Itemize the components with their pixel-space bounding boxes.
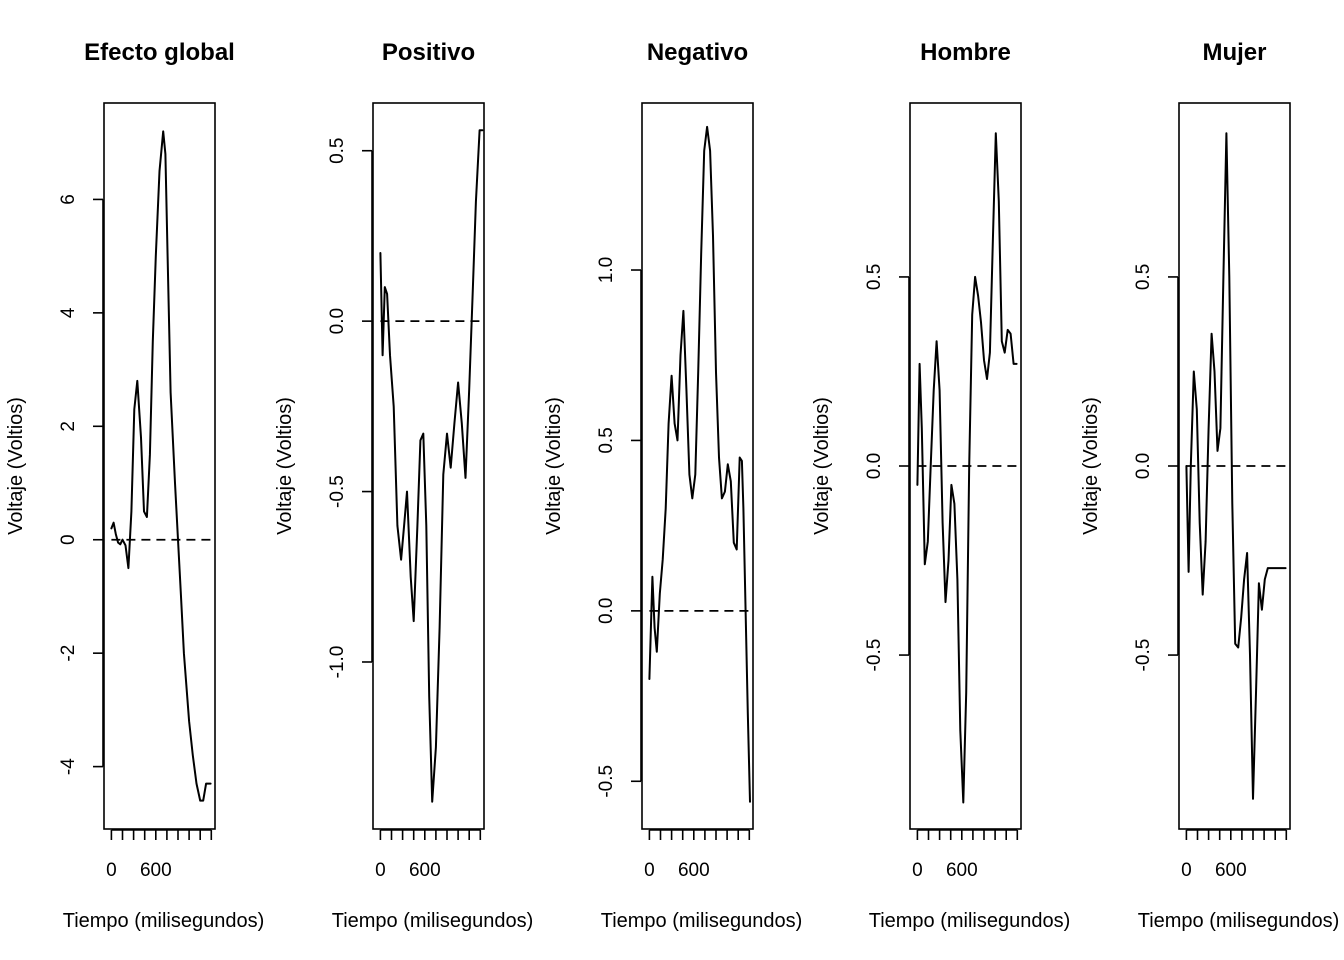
series-line — [648, 125, 751, 803]
panel-4: Mujer 0 600 Tiempo (milisegundos) -0.5 0.0 0.5… — [1080, 39, 1339, 932]
y-axis-label: Voltaje (Voltios) — [5, 397, 27, 535]
x-tick-label: 0 — [912, 860, 923, 881]
x-tick-label: 600 — [1215, 860, 1247, 881]
y-tick-label: 0.0 — [864, 453, 885, 479]
x-tick-label: 600 — [409, 860, 441, 881]
plot-frame — [103, 102, 216, 830]
series-line — [110, 130, 212, 802]
y-tick-label: 0.5 — [1133, 264, 1154, 290]
y-tick-label: -2 — [58, 645, 79, 662]
x-tick-label: 0 — [106, 860, 117, 881]
y-tick-label: 6 — [58, 194, 79, 205]
y-tick-label: -0.5 — [327, 475, 348, 508]
x-tick-label: 0 — [375, 860, 386, 881]
plot-frame — [909, 102, 1022, 830]
panel-1: Positivo 0 600 Tiempo (milisegundos) -1.0 -0.… — [274, 39, 533, 932]
y-tick-label: 0 — [58, 534, 79, 545]
y-tick-label: 0.0 — [1133, 453, 1154, 479]
series-line — [916, 132, 1018, 804]
plot-frame — [372, 102, 485, 830]
y-tick-label: -0.5 — [596, 765, 617, 798]
y-axis-label: Voltaje (Voltios) — [1080, 397, 1102, 535]
y-tick-label: 4 — [58, 307, 79, 318]
y-tick-label: 1.0 — [596, 257, 617, 283]
y-axis-label: Voltaje (Voltios) — [543, 397, 565, 535]
y-tick-label: 0.5 — [596, 427, 617, 453]
plot-frame — [1178, 102, 1291, 830]
y-axis-label: Voltaje (Voltios) — [811, 397, 833, 535]
panel-0: Efecto global 0 600 Tiempo (milisegundos) -4… — [5, 39, 264, 932]
panel-2: Negativo 0 600 Tiempo (milisegundos) -0.5 0.0… — [543, 39, 802, 932]
y-tick-label: 2 — [58, 421, 79, 432]
panel-title: Negativo — [647, 39, 748, 66]
y-tick-label: 0.5 — [864, 264, 885, 290]
y-axis-label: Voltaje (Voltios) — [274, 397, 296, 535]
panel-3: Hombre 0 600 Tiempo (milisegundos) -0.5 0.0 0.… — [811, 39, 1070, 932]
panel-title: Efecto global — [84, 39, 235, 66]
y-tick-label: 0.0 — [327, 308, 348, 334]
y-tick-label: -4 — [58, 758, 79, 775]
y-tick-label: -1.0 — [327, 646, 348, 679]
x-tick-label: 600 — [946, 860, 978, 881]
x-axis-label: Tiempo (milisegundos) — [869, 910, 1071, 932]
plot-frame — [641, 102, 754, 830]
y-tick-label: -0.5 — [864, 639, 885, 672]
panel-title: Mujer — [1202, 39, 1266, 66]
x-axis-label: Tiempo (milisegundos) — [332, 910, 534, 932]
y-tick-label: -0.5 — [1133, 639, 1154, 672]
series-line — [1185, 132, 1287, 800]
x-tick-label: 0 — [1181, 860, 1192, 881]
y-tick-label: 0.5 — [327, 138, 348, 164]
x-tick-label: 0 — [644, 860, 655, 881]
x-axis-label: Tiempo (milisegundos) — [63, 910, 265, 932]
panel-title: Positivo — [382, 39, 475, 66]
x-axis-label: Tiempo (milisegundos) — [1138, 910, 1340, 932]
x-tick-label: 600 — [678, 860, 710, 881]
y-tick-label: 0.0 — [596, 598, 617, 624]
x-axis-label: Tiempo (milisegundos) — [601, 910, 803, 932]
x-tick-label: 600 — [140, 860, 172, 881]
panel-title: Hombre — [920, 39, 1011, 66]
series-line — [379, 129, 484, 803]
